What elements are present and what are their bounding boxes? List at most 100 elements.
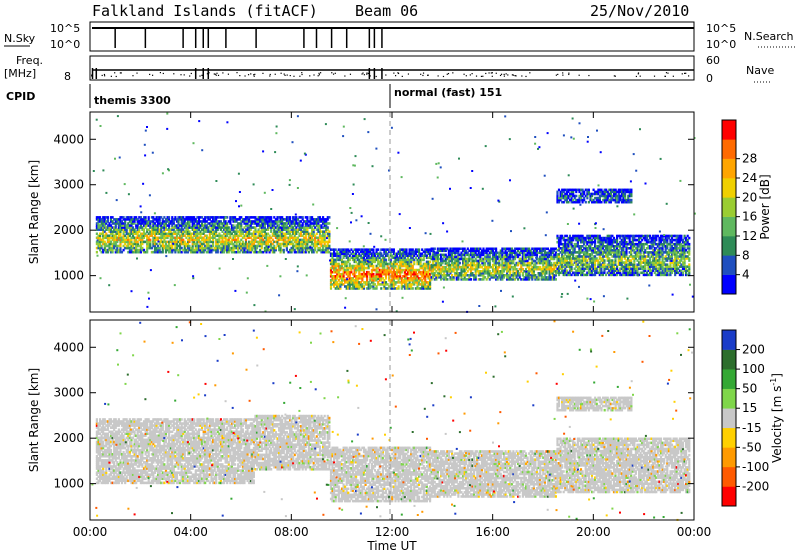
range-gate-cell (359, 264, 362, 268)
range-gate-cell (138, 236, 141, 240)
range-gate-cell (281, 216, 284, 219)
range-gate-cell (311, 226, 314, 229)
range-gate-cell (179, 248, 182, 252)
range-gate-cell (446, 272, 449, 275)
range-gate-cell (215, 240, 218, 244)
range-gate-cell (465, 272, 468, 275)
range-gate-cell (405, 279, 408, 282)
range-gate-cell (449, 278, 452, 281)
range-gate-cell (157, 222, 160, 225)
range-gate-cell (274, 220, 277, 223)
range-gate-cell (355, 254, 358, 258)
range-gate-cell (122, 244, 125, 248)
range-gate-cell (263, 246, 266, 250)
range-gate-cell (410, 272, 413, 276)
range-gate-cell (465, 278, 468, 281)
range-gate-cell (273, 240, 276, 244)
range-gate-cell (424, 285, 427, 288)
range-gate-cell (146, 250, 149, 254)
range-gate-cell (336, 277, 339, 280)
range-gate-cell (473, 276, 476, 279)
range-gate-cell (455, 276, 458, 279)
range-gate-cell (268, 248, 271, 252)
range-gate-cell (345, 262, 348, 266)
range-gate-cell (315, 244, 318, 248)
range-gate-cell (323, 230, 326, 233)
range-gate-cell (301, 240, 304, 244)
range-gate-cell (496, 251, 499, 255)
range-gate-cell (152, 224, 155, 227)
nave-point (103, 73, 106, 76)
range-gate-cell (229, 246, 232, 250)
range-gate-cell (392, 268, 395, 272)
range-gate-cell (455, 274, 458, 277)
range-gate-cell (326, 246, 329, 250)
range-gate-cell (358, 262, 361, 266)
range-gate-cell (201, 238, 204, 242)
range-gate-cell (378, 270, 381, 274)
range-gate-cell (479, 263, 482, 267)
range-gate-cell (462, 249, 465, 253)
range-gate-cell (109, 236, 113, 240)
range-gate-cell (391, 275, 394, 278)
range-gate-cell (436, 261, 439, 265)
range-gate-cell (391, 250, 394, 253)
range-gate-cell (103, 248, 106, 252)
range-gate-cell (463, 278, 466, 281)
range-gate-cell (441, 261, 444, 265)
range-gate-cell (433, 274, 436, 277)
range-gate-cell (274, 234, 277, 238)
range-gate-cell (141, 222, 144, 225)
range-gate-cell (460, 253, 463, 257)
range-gate-cell (149, 224, 152, 227)
range-gate-cell (468, 253, 471, 257)
range-gate-cell (408, 252, 411, 256)
range-gate-cell (105, 236, 108, 240)
range-gate-cell (182, 218, 185, 221)
range-gate-cell (204, 244, 207, 248)
range-gate-cell (405, 283, 408, 286)
range-gate-cell (177, 216, 180, 219)
range-gate-cell (370, 260, 373, 264)
range-gate-cell (127, 242, 130, 246)
range-gate-cell (120, 222, 124, 225)
range-gate-cell (471, 247, 474, 251)
range-gate-cell (405, 248, 408, 251)
range-gate-cell (142, 236, 146, 240)
range-gate-cell (249, 236, 252, 240)
range-gate-cell (452, 257, 455, 261)
range-gate-cell (136, 222, 139, 225)
range-gate-cell (383, 248, 386, 251)
range-gate-cell (255, 250, 259, 254)
range-gate-cell (235, 250, 238, 254)
range-gate-cell (304, 238, 307, 242)
range-gate-cell (375, 287, 378, 290)
nsky-tick-bottom: 10^0 (50, 38, 80, 51)
range-gate-cell (232, 220, 235, 223)
range-gate-cell (290, 226, 293, 229)
range-gate-cell (279, 236, 282, 240)
range-gate-cell (146, 242, 149, 246)
range-gate-cell (402, 285, 405, 288)
range-gate-cell (95, 240, 98, 244)
range-gate-cell (350, 283, 353, 286)
range-gate-cell (103, 236, 106, 240)
range-gate-cell (289, 234, 292, 238)
nave-point (568, 72, 570, 74)
range-gate-cell (337, 262, 340, 266)
range-gate-cell (255, 244, 259, 248)
range-gate-cell (369, 279, 372, 282)
range-gate-cell (388, 266, 391, 270)
nave-point (588, 74, 590, 77)
range-gate-cell (435, 253, 438, 257)
range-gate-cell (287, 250, 290, 254)
range-gate-cell (252, 246, 255, 250)
range-gate-cell (348, 258, 351, 262)
range-gate-cell (301, 222, 304, 225)
range-gate-cell (168, 246, 171, 250)
range-gate-cell (248, 224, 251, 227)
range-gate-cell (295, 216, 298, 219)
range-gate-cell (416, 248, 419, 251)
range-gate-cell (249, 244, 252, 248)
range-gate-cell (402, 260, 405, 264)
